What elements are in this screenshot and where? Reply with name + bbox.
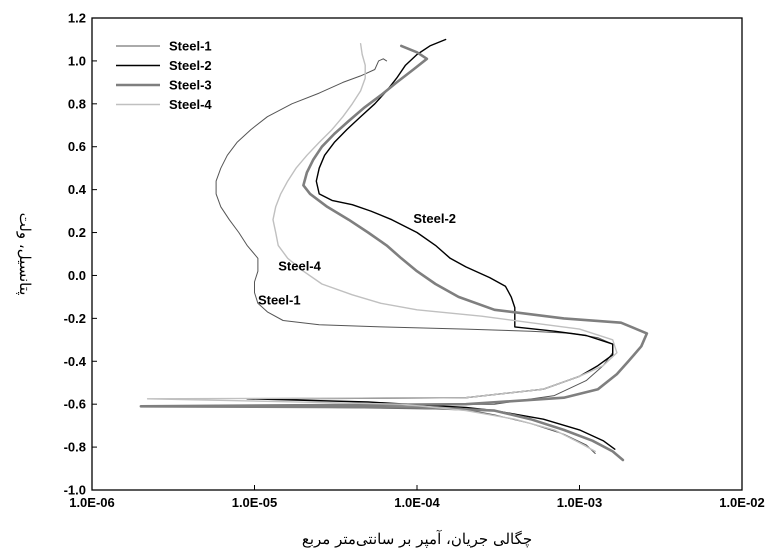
series-line-steel-1 bbox=[153, 58, 614, 454]
x-tick-label: 1.0E-06 bbox=[69, 495, 115, 510]
y-tick-label: 0.0 bbox=[68, 268, 86, 283]
series-line-steel-4 bbox=[146, 43, 618, 453]
y-tick-label: 1.0 bbox=[68, 53, 86, 68]
series-line-steel-3 bbox=[139, 44, 649, 462]
x-tick-label: 1.0E-02 bbox=[719, 495, 765, 510]
y-tick-label: -0.8 bbox=[64, 440, 86, 455]
x-axis: 1.0E-06 1.0E-05 1.0E-04 1.0E-03 1.0E-02 bbox=[69, 485, 765, 510]
x-tick-label: 1.0E-03 bbox=[557, 495, 603, 510]
legend-label: Steel-1 bbox=[169, 39, 212, 54]
curve-annotation: Steel-1 bbox=[258, 293, 301, 308]
series-line-steel-2 bbox=[246, 38, 616, 450]
curve-annotation: Steel-4 bbox=[278, 258, 321, 273]
legend-label: Steel-2 bbox=[169, 58, 212, 73]
legend-label: Steel-3 bbox=[169, 78, 212, 93]
y-tick-label: 1.2 bbox=[68, 11, 86, 26]
y-tick-label: -0.4 bbox=[64, 354, 87, 369]
y-tick-label: 0.6 bbox=[68, 139, 86, 154]
x-axis-title: چگالی جریان، آمپر بر سانتی‌متر مربع bbox=[302, 530, 532, 548]
y-axis: -1.0 -0.8 -0.6 -0.4 -0.2 0.0 0.2 0.4 0.6 0.8 1.0 1.… bbox=[64, 11, 97, 498]
y-tick-label: 0.4 bbox=[68, 182, 87, 197]
y-axis-title: پتانسیل، ولت bbox=[16, 213, 34, 296]
y-tick-label: -1.0 bbox=[64, 483, 86, 498]
y-tick-label: 0.2 bbox=[68, 225, 86, 240]
legend: Steel-1 Steel-2 Steel-3 Steel-4 bbox=[116, 39, 212, 112]
y-tick-label: -0.2 bbox=[64, 311, 86, 326]
x-tick-label: 1.0E-05 bbox=[232, 495, 278, 510]
legend-label: Steel-4 bbox=[169, 97, 212, 112]
x-tick-label: 1.0E-04 bbox=[394, 495, 440, 510]
series-layer bbox=[139, 38, 649, 462]
curve-annotation: Steel-2 bbox=[413, 211, 456, 226]
annotations: Steel-2 Steel-4 Steel-1 bbox=[258, 211, 456, 308]
y-tick-label: 0.8 bbox=[68, 96, 86, 111]
y-tick-label: -0.6 bbox=[64, 397, 86, 412]
